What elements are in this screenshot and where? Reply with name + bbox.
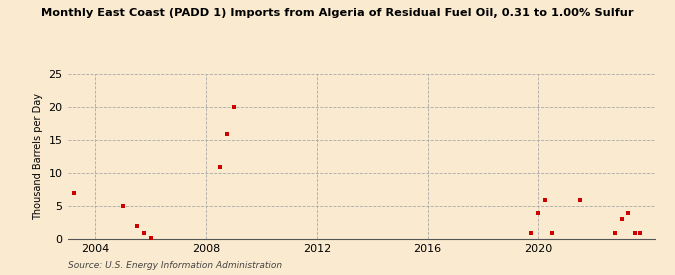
Point <box>69 191 80 195</box>
Point <box>117 204 128 208</box>
Point <box>574 197 585 202</box>
Y-axis label: Thousand Barrels per Day: Thousand Barrels per Day <box>33 93 43 220</box>
Text: Source: U.S. Energy Information Administration: Source: U.S. Energy Information Administ… <box>68 260 281 270</box>
Point <box>215 164 225 169</box>
Point <box>533 211 544 215</box>
Point <box>145 236 156 240</box>
Text: Monthly East Coast (PADD 1) Imports from Algeria of Residual Fuel Oil, 0.31 to 1: Monthly East Coast (PADD 1) Imports from… <box>41 8 634 18</box>
Point <box>526 230 537 235</box>
Point <box>138 230 149 235</box>
Point <box>228 105 239 109</box>
Point <box>609 230 620 235</box>
Point <box>221 131 232 136</box>
Point <box>630 230 641 235</box>
Point <box>616 217 627 222</box>
Point <box>634 230 645 235</box>
Point <box>132 224 142 228</box>
Point <box>547 230 558 235</box>
Point <box>540 197 551 202</box>
Point <box>623 211 634 215</box>
